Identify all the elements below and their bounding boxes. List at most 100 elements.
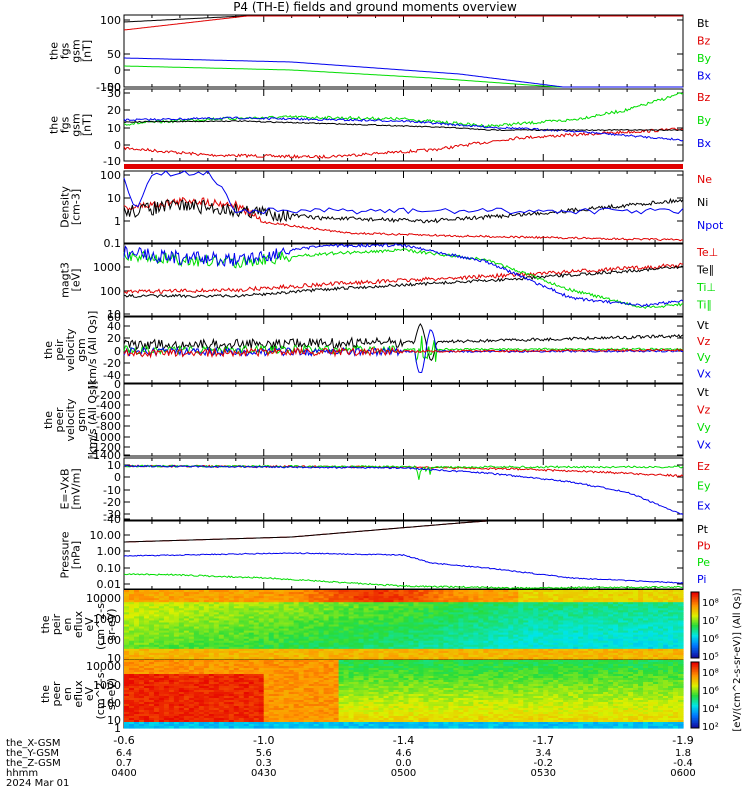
spectro-peir-cell [333,656,340,660]
spectro-peer-cell [168,724,175,727]
spectro-peir-cell [203,638,210,642]
spectro-peer-cell [163,716,170,719]
spectro-peir-cell [438,626,445,630]
spectro-peir-cell [253,654,260,658]
spectro-peir-cell [173,654,180,658]
spectro-peir-cell [208,630,215,634]
spectro-peir-cell [418,620,425,624]
spectro-peir-cell [273,654,280,658]
spectro-peir-cell [443,594,450,597]
spectro-peir-cell [168,634,175,638]
spectro-peir-cell [143,640,150,644]
ytick-label-peir-vel: -20 [103,357,121,370]
spectro-peir-cell [413,626,420,630]
spectro-peir-cell [393,654,400,658]
spectro-peir-cell [268,648,275,652]
spectro-peir-cell [618,646,624,650]
spectro-peir-cell [453,640,459,644]
spectro-peir-cell [188,632,195,636]
spectro-peir-cell [568,626,574,630]
spectro-peir-cell [213,626,220,630]
spectro-peer-cell [124,702,130,705]
spectro-peir-cell [678,596,684,599]
spectro-peir-cell [403,590,410,593]
spectro-peir-cell [508,644,514,648]
spectro-peer-cell [133,714,140,717]
spectro-peir-cell [328,598,335,601]
ylabel-temp: [eV] [70,269,83,292]
spectro-peir-cell [193,650,200,654]
spectro-peir-cell [463,626,469,630]
spectro-peir-cell [588,610,594,613]
spectro-peer-cell [124,706,130,709]
spectro-peir-cell [558,644,564,648]
spectro-peir-cell [523,614,529,617]
spectro-peer-cell [193,710,200,713]
spectro-peir-cell [398,592,405,595]
spectro-peir-cell [433,632,440,636]
spectro-peer-cell [138,702,145,705]
spectro-peer-cell [188,694,195,697]
spectro-peer-cell [133,696,140,699]
spectro-peir-cell [363,596,370,599]
spectro-peir-cell [388,628,395,632]
spectro-peir-cell [383,638,390,642]
spectro-peir-cell [438,642,445,646]
spectro-peir-cell [313,648,320,652]
spectro-peir-cell [618,624,624,628]
spectro-peir-cell [213,634,220,638]
spectro-peir-cell [183,634,190,638]
spectro-peir-cell [628,620,634,624]
spectro-peir-cell [583,598,589,601]
spectro-peir-cell [653,608,659,611]
spectro-peir-cell [143,632,150,636]
spectro-peir-cell [198,630,205,634]
spectro-peir-cell [423,634,430,638]
spectro-peir-cell [343,592,350,595]
spectro-peir-cell [388,602,395,605]
spectro-peir-cell [568,594,574,597]
spectro-peir-cell [568,628,574,632]
spectro-peir-cell [398,606,405,609]
spectro-peir-cell [258,598,265,601]
spectro-peir-cell [238,594,245,597]
spectro-peir-cell [528,594,534,597]
spectro-peir-cell [228,594,235,597]
spectro-peir-cell [263,600,270,603]
spectro-peir-cell [273,636,280,640]
spectro-peir-cell [678,598,684,601]
spectro-peer-cell [168,712,175,715]
spectro-peir-cell [303,596,310,599]
spectro-peir-cell [383,628,390,632]
spectro-peir-cell [478,610,484,613]
spectro-peir-cell [293,618,300,622]
spectro-peir-cell [533,638,539,642]
spectro-peir-cell [343,632,350,636]
spectro-peir-cell [208,592,215,595]
spectro-peir-cell [203,636,210,640]
spectro-peir-cell [648,602,654,605]
spectro-peir-cell [663,592,669,595]
spectro-peir-cell [368,620,375,624]
spectro-peir-cell [408,608,415,611]
spectro-peir-cell [553,610,559,613]
spectro-peer-cell [128,680,135,683]
spectro-peir-cell [593,628,599,632]
spectro-peir-cell [493,646,499,650]
spectro-peir-cell [133,648,140,652]
ytick-label-pressure: 0.10 [97,562,122,575]
spectro-peir-cell [208,596,215,599]
spectro-peir-cell [423,622,430,626]
spectro-peir-cell [313,638,320,642]
spectro-peir-cell [518,608,524,611]
spectro-peir-cell [513,600,519,603]
spectro-peir-cell [478,628,484,632]
spectro-peir-cell [668,612,674,615]
spectro-peir-cell [493,618,499,622]
spectro-peir-cell [248,652,255,656]
spectro-peir-cell [133,608,140,611]
spectro-peer-cell [183,714,190,717]
spectro-peir-cell [563,618,569,622]
spectro-peir-cell [523,640,529,644]
spectro-peir-cell [173,592,180,595]
